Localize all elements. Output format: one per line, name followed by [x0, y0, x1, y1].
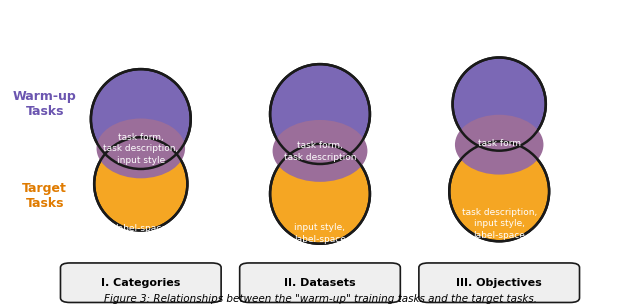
Ellipse shape: [449, 141, 549, 241]
Ellipse shape: [452, 57, 546, 151]
Text: task form,
task description,
input style: task form, task description, input style: [103, 133, 179, 165]
FancyBboxPatch shape: [61, 263, 221, 302]
Text: Target
Tasks: Target Tasks: [22, 182, 67, 210]
Text: input style,
label-space: input style, label-space: [294, 223, 346, 244]
Text: task description,
input style,
label-space: task description, input style, label-spa…: [461, 208, 537, 240]
Ellipse shape: [270, 64, 370, 164]
Text: task form,
task description: task form, task description: [284, 141, 356, 162]
Ellipse shape: [455, 115, 543, 174]
Text: label-space: label-space: [115, 224, 167, 233]
Ellipse shape: [97, 119, 185, 178]
Text: I. Categories: I. Categories: [101, 278, 180, 288]
Text: Figure 3: Relationships between the "warm-up" training tasks and the target task: Figure 3: Relationships between the "war…: [104, 294, 536, 304]
Text: task form: task form: [477, 140, 521, 148]
Ellipse shape: [94, 137, 188, 230]
FancyBboxPatch shape: [419, 263, 580, 302]
Ellipse shape: [270, 144, 370, 244]
FancyBboxPatch shape: [240, 263, 401, 302]
Ellipse shape: [273, 120, 367, 182]
Ellipse shape: [91, 69, 191, 169]
Text: II. Datasets: II. Datasets: [284, 278, 356, 288]
Text: Warm-up
Tasks: Warm-up Tasks: [13, 90, 77, 118]
Text: III. Objectives: III. Objectives: [456, 278, 542, 288]
